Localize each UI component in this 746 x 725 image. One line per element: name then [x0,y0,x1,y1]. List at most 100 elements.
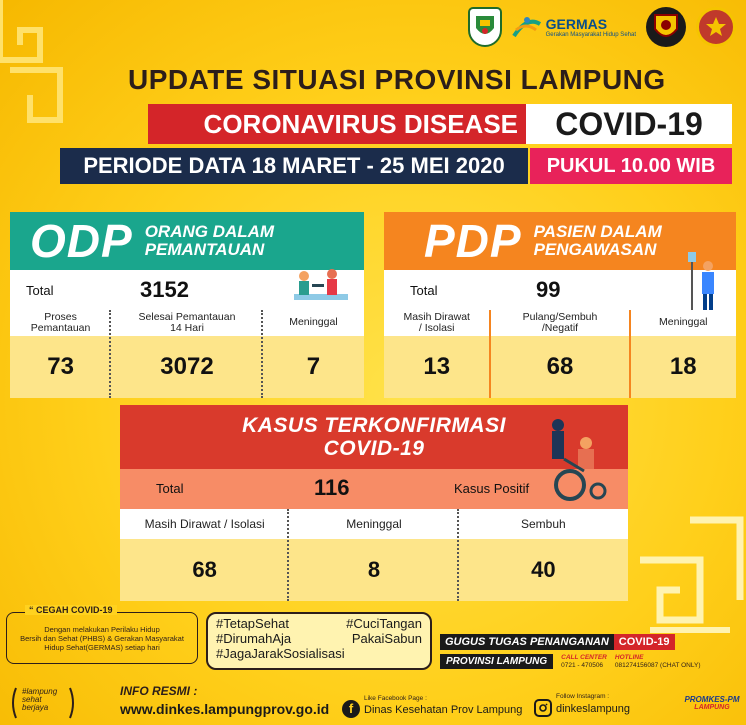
confirmed-column-label: Masih Dirawat / Isolasi [120,509,290,539]
pdp-total-value: 99 [536,277,561,302]
column-divider [260,310,263,398]
pdp-card: PDP PASIEN DALAM PENGAWASAN Total 99 Mas… [384,212,736,398]
odp-total-value: 3152 [140,277,189,302]
column-divider [456,509,459,601]
pdp-column-label: Meninggal [630,310,736,336]
call-center: CALL CENTER 0721 - 470506 [561,654,607,669]
confirmed-column: Masih Dirawat / Isolasi 68 [120,509,290,601]
time-label: PUKUL 10.00 WIB [530,148,732,184]
column-divider [287,509,290,601]
odp-column: Selesai Pemantauan 14 Hari 3072 [111,310,263,398]
odp-full-name: ORANG DALAM PEMANTAUAN [145,223,274,259]
odp-column-label: Meninggal [262,310,364,336]
pdp-column: Meninggal 18 [628,310,736,398]
germas-title: GERMAS [545,15,608,32]
hashtag: #JagaJarakSosialisasi [216,645,345,661]
odp-header: ODP ORANG DALAM PEMANTAUAN [10,212,364,270]
period-label: PERIODE DATA 18 MARET - 25 MEI 2020 [60,148,528,184]
confirmed-cases-columns: Masih Dirawat / Isolasi 68 Meninggal 8 S… [120,509,628,601]
quote-icon: “ [29,605,37,615]
pdp-column: Pulang/Sembuh/Negatif 68 [489,310,629,398]
confirmed-cases-title-line1: KASUS TERKONFIRMASI [242,413,506,437]
odp-total-label: Total [26,282,54,298]
task-force-province: PROVINSI LAMPUNG [440,654,554,669]
odp-total-row: Total 3152 [10,269,364,310]
pdp-total-row: Total 99 [384,252,736,314]
facebook-icon: f [342,700,360,718]
doctor-checkup-illustration-icon [294,269,348,300]
task-force-title: GUGUS TUGAS PENANGANAN [440,634,614,650]
disease-code: COVID-19 [526,104,732,144]
hashtag: #TetapSehat [216,616,290,631]
pdp-abbr: PDP [424,215,522,267]
pdp-column-value: 68 [491,336,629,398]
prevention-title: “ CEGAH COVID-19 [25,605,117,615]
confirmed-cases-card: KASUS TERKONFIRMASI COVID-19 Total 116 K… [120,405,628,601]
confirmed-column-value: 40 [458,539,628,601]
odp-full-line2: PEMANTAUAN [144,240,265,259]
confirmed-total-suffix: Kasus Positif [454,481,530,496]
confirmed-column: Meninggal 8 [289,509,459,601]
facebook-caption: Like Facebook Page : [364,695,427,702]
odp-card: ODP ORANG DALAM PEMANTAUAN Total 3152 Pr… [10,212,364,398]
pdp-full-line1: PASIEN DALAM [533,222,662,242]
task-force-covid: COVID-19 [613,634,675,650]
confirmed-column-label: Meninggal [289,509,459,539]
odp-column: Proses Pemantauan 73 [10,310,112,398]
confirmed-column-label: Sembuh [458,509,628,539]
wheelchair-patient-illustration-icon [552,419,607,501]
odp-column-value: 3072 [111,336,263,398]
task-force-block: GUGUS TUGAS PENANGANAN COVID-19 PROVINSI… [440,634,740,674]
instagram-caption: Follow Instagram : [556,693,610,700]
confirmed-total-label: Total [156,481,184,496]
police-crest-icon [646,7,686,47]
footer: #lampung sehat berjaya INFO RESMI : www.… [0,680,746,725]
column-divider [109,310,112,398]
pdp-column-value: 18 [630,336,736,398]
odp-column-label: Selesai Pemantauan 14 Hari [111,310,263,336]
odp-column: Meninggal 7 [262,310,364,398]
pdp-header: PDP PASIEN DALAM PENGAWASAN [384,212,736,270]
confirmed-cases-title-line2: COVID-19 [323,437,425,460]
lampung-province-crest-icon [467,7,502,47]
website-link[interactable]: www.dinkes.lampungprov.go.id [120,701,330,717]
germas-logo-icon [511,14,542,40]
odp-full-line1: ORANG DALAM [144,222,275,242]
confirmed-total-value: 116 [314,475,350,500]
hotline: HOTLINE 081274156087 (CHAT ONLY) [614,654,701,669]
confirmed-column-value: 8 [289,539,459,601]
pdp-columns: Masih Dirawat / Isolasi 13 Pulang/Sembuh /… [384,310,736,398]
pdp-column: Masih Dirawat / Isolasi 13 [384,310,490,398]
pdp-column-label: Masih Dirawat / Isolasi [384,310,490,336]
military-crest-icon [696,7,736,47]
instagram-link[interactable]: dinkeslampung [556,703,630,715]
pdp-full-line2: PENGAWASAN [533,240,657,259]
header-logos: GERMAS Gerakan Masyarakat Hidup Sehat [467,4,736,50]
disease-label: CORONAVIRUS DISEASE [148,104,526,144]
confirmed-column: Sembuh 40 [458,509,628,601]
hashtag: #CuciTangan [346,616,422,631]
odp-abbr: ODP [30,215,133,267]
hashtag-box: #TetapSehat #CuciTangan #DirumahAja PakaiS… [206,612,432,670]
odp-column-value: 7 [262,336,364,398]
confirmed-cases-total-row: Total 116 Kasus Positif [120,469,628,509]
confirmed-cases-header: KASUS TERKONFIRMASI COVID-19 [120,405,628,469]
hashtag: PakaiSabun [351,630,422,646]
pdp-column-label: Pulang/Sembuh/Negatif [491,310,629,336]
prevention-body: Dengan melakukan Perilaku Hidup Bersih d… [20,625,184,652]
hashtag: #DirumahAja [216,630,292,646]
confirmed-column-value: 68 [120,539,290,601]
pdp-column-value: 13 [384,336,490,398]
odp-column-label: Proses Pemantauan [10,310,112,336]
facebook-link[interactable]: Dinas Kesehatan Prov Lampung [364,704,523,716]
odp-column-value: 73 [10,336,112,398]
patient-iv-illustration-icon [688,252,714,314]
pdp-total-label: Total [410,282,438,298]
prevention-box: “ CEGAH COVID-19 Dengan melakukan Perila… [6,605,198,664]
instagram-icon [534,699,552,717]
page-title: UPDATE SITUASI PROVINSI LAMPUNG [128,64,666,95]
pdp-full-name: PASIEN DALAM PENGAWASAN [534,223,662,259]
germas-subtitle: Gerakan Masyarakat Hidup Sehat [545,31,636,38]
info-label: INFO RESMI : [120,684,198,698]
